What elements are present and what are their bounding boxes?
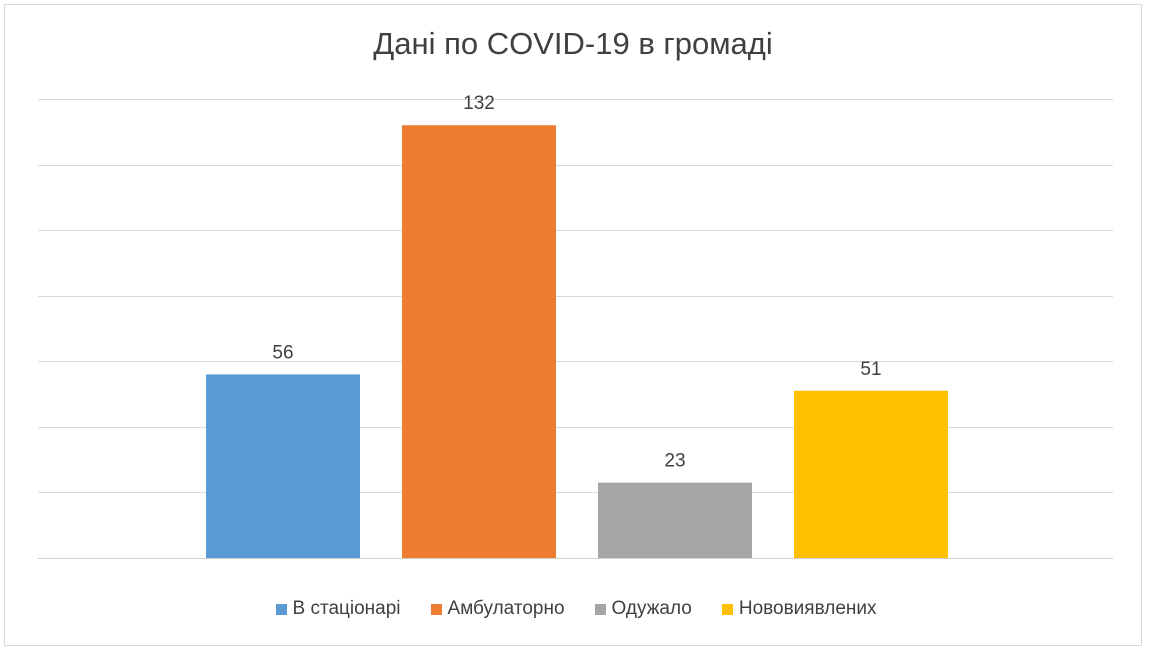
data-label-3: 51 (860, 359, 881, 380)
bar-3 (794, 390, 948, 558)
data-label-2: 23 (664, 451, 685, 472)
data-label-1: 132 (463, 93, 495, 114)
legend-swatch-3 (721, 603, 733, 615)
legend-label-0: В стаціонарі (292, 598, 401, 619)
legend: В стаціонарі Амбулаторно Одужало Нововия… (0, 598, 1152, 620)
legend-swatch-2 (594, 603, 606, 615)
legend-label-2: Одужало (611, 598, 692, 619)
legend-swatch-1 (430, 603, 442, 615)
legend-swatch-0 (275, 603, 287, 615)
bar-1 (402, 125, 556, 558)
legend-label-3: Нововиявлених (738, 598, 877, 619)
bar-2 (598, 482, 752, 558)
legend-item-3: Нововиявлених (721, 598, 877, 620)
bar-0 (206, 374, 360, 558)
chart-title: Дані по COVID-19 в громаді (373, 26, 773, 61)
legend-item-1: Амбулаторно (430, 598, 565, 620)
legend-item-2: Одужало (594, 598, 692, 620)
legend-label-1: Амбулаторно (447, 598, 565, 619)
data-label-0: 56 (272, 342, 293, 363)
legend-item-0: В стаціонарі (275, 598, 401, 620)
chart-frame (4, 4, 1142, 646)
